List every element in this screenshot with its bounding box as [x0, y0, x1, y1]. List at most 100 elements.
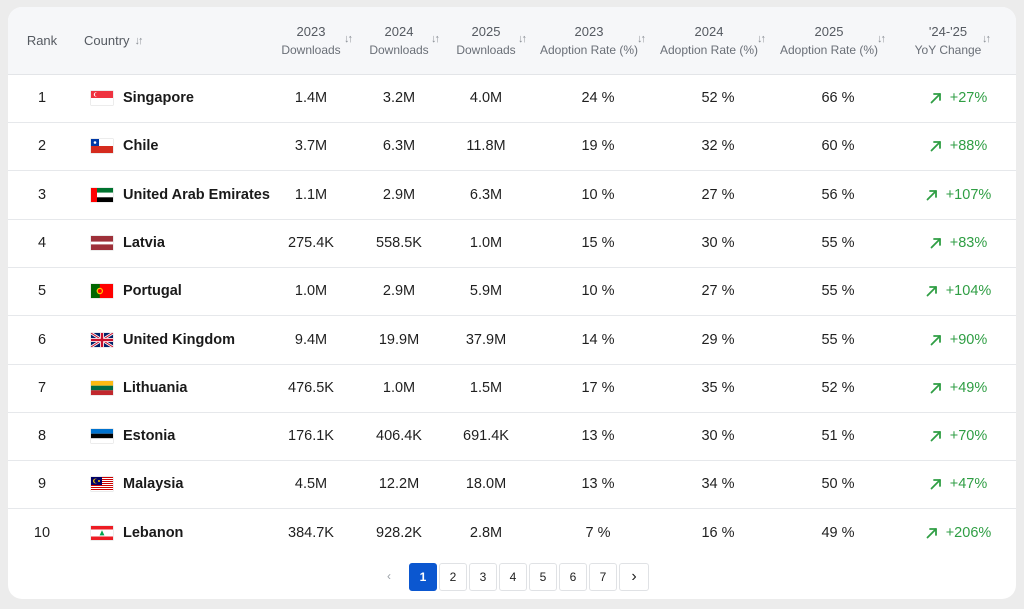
adoption-2025-cell: 66 %: [821, 90, 855, 106]
col-adoption-2023-sub: Adoption Rate (%): [539, 42, 639, 57]
sort-icon[interactable]: ↓↑: [134, 34, 144, 47]
page-button-3[interactable]: 3: [469, 563, 497, 591]
adoption-2024-cell: 34 %: [701, 476, 735, 493]
adoption-2025-cell: 55 %: [821, 283, 855, 300]
country-cell: Lebanon: [91, 509, 281, 557]
yoy-change: +27%: [929, 90, 988, 106]
page-button-1[interactable]: 1: [409, 563, 437, 591]
adoption-2025-cell: 51 %: [821, 428, 855, 445]
yoy-change: +107%: [925, 187, 991, 203]
sort-icon[interactable]: ↓↑: [982, 33, 991, 45]
col-adoption-2025[interactable]: 2025 Adoption Rate (%): [778, 7, 880, 74]
adoption-2023-cell: 13 %: [581, 476, 615, 493]
downloads-2025-cell: 691.4K: [463, 428, 509, 445]
lt-flag-icon: [91, 380, 113, 395]
country-table-card: Rank Country ↓↑ 2023 Downloads ↓↑ 2024 D…: [8, 7, 1016, 599]
rank-cell: 7: [37, 379, 47, 396]
yoy-change-cell: +107%: [908, 171, 1008, 219]
downloads-2024-cell: 2.9M: [382, 186, 416, 203]
adoption-2023-cell: 24 %: [581, 90, 615, 106]
country-name: Singapore: [123, 90, 194, 106]
adoption-2023-cell: 13 %: [581, 428, 615, 445]
page-button-6[interactable]: 6: [559, 563, 587, 591]
adoption-2025-cell: 50 %: [821, 476, 855, 493]
yoy-value: +104%: [945, 283, 992, 300]
page-button-7[interactable]: 7: [589, 563, 617, 591]
page-button-5[interactable]: 5: [529, 563, 557, 591]
downloads-2023-cell: 1.4M: [294, 90, 328, 106]
adoption-2023-cell: 10 %: [581, 283, 615, 300]
page-button-2[interactable]: 2: [439, 563, 467, 591]
yoy-change: +70%: [929, 428, 988, 445]
country-cell: United Arab Emirates: [91, 171, 281, 219]
yoy-change-cell: +104%: [908, 267, 1008, 315]
col-downloads-2023[interactable]: 2023 Downloads: [276, 7, 346, 74]
col-downloads-2024[interactable]: 2024 Downloads: [364, 7, 434, 74]
adoption-2024-cell: 27 %: [701, 283, 735, 300]
downloads-2024-cell: 19.9M: [378, 331, 420, 348]
table-row[interactable]: 9 4.5M 12.2M 18.0M 13 % 34 % 50 % Malaysia +47%: [8, 460, 1016, 510]
rank-cell: 10: [33, 524, 51, 541]
my-flag-icon: [91, 477, 113, 492]
col-yoy-change[interactable]: '24-'25 YoY Change: [908, 7, 988, 74]
table-row[interactable]: 4 275.4K 558.5K 1.0M 15 % 30 % 55 % Latvia +83%: [8, 219, 1016, 268]
downloads-2023-cell: 9.4M: [294, 331, 328, 348]
col-adoption-2024[interactable]: 2024 Adoption Rate (%): [658, 7, 760, 74]
country-cell: Latvia: [91, 219, 281, 267]
adoption-2024-cell: 35 %: [701, 379, 735, 396]
col-yoy-top: '24-'25: [928, 23, 968, 39]
yoy-value: +27%: [949, 90, 988, 106]
prev-page-button[interactable]: ‹: [376, 563, 402, 589]
table-row[interactable]: 3 1.1M 2.9M 6.3M 10 % 27 % 56 % United Arab Emi…: [8, 171, 1016, 220]
yoy-change: +104%: [925, 283, 992, 300]
rank-cell: 9: [37, 476, 47, 493]
col-downloads-2024-year: 2024: [384, 23, 414, 39]
col-adoption-2024-year: 2024: [694, 23, 724, 39]
sort-icon[interactable]: ↓↑: [431, 33, 440, 45]
trend-up-arrow-icon: [929, 429, 943, 443]
table-row[interactable]: 2 3.7M 6.3M 11.8M 19 % 32 % 60 % Chile +88%: [8, 122, 1016, 172]
col-rank: Rank: [16, 7, 68, 74]
adoption-2024-cell: 52 %: [701, 90, 735, 106]
country-cell: Portugal: [91, 267, 281, 315]
adoption-2023-cell: 7 %: [585, 524, 611, 541]
yoy-value: +49%: [949, 379, 988, 396]
country-name: Latvia: [123, 234, 165, 251]
yoy-value: +70%: [949, 428, 988, 445]
trend-up-arrow-icon: [929, 477, 943, 491]
rank-cell: 8: [37, 428, 47, 445]
adoption-2023-cell: 14 %: [581, 331, 615, 348]
country-name: Chile: [123, 138, 159, 155]
yoy-change: +49%: [929, 379, 988, 396]
downloads-2023-cell: 176.1K: [288, 428, 334, 445]
rank-cell: 2: [37, 138, 47, 155]
col-adoption-2023[interactable]: 2023 Adoption Rate (%): [538, 7, 640, 74]
sg-flag-icon: [91, 91, 113, 105]
table-row[interactable]: 1 1.4M 3.2M 4.0M 24 % 52 % 66 % Singapore +27%: [8, 74, 1016, 123]
page-button-4[interactable]: 4: [499, 563, 527, 591]
rank-cell: 5: [37, 283, 47, 300]
sort-icon[interactable]: ↓↑: [344, 33, 353, 45]
table-row[interactable]: 5 1.0M 2.9M 5.9M 10 % 27 % 55 % Portugal +104%: [8, 267, 1016, 317]
col-country[interactable]: Country ↓↑: [84, 7, 164, 74]
rank-cell: 3: [37, 186, 47, 203]
downloads-2025-cell: 1.0M: [469, 234, 503, 251]
adoption-2025-cell: 55 %: [821, 234, 855, 251]
table-row[interactable]: 8 176.1K 406.4K 691.4K 13 % 30 % 51 % Estonia +7…: [8, 412, 1016, 462]
yoy-change-cell: +47%: [908, 460, 1008, 508]
table-row[interactable]: 7 476.5K 1.0M 1.5M 17 % 35 % 52 % Lithuania +49%: [8, 364, 1016, 413]
sort-icon[interactable]: ↓↑: [877, 33, 886, 45]
trend-up-arrow-icon: [929, 236, 943, 250]
next-page-button[interactable]: ›: [619, 563, 649, 591]
country-cell: Chile: [91, 122, 281, 170]
yoy-change-cell: +206%: [908, 509, 1008, 557]
table-row[interactable]: 10 384.7K 928.2K 2.8M 7 % 16 % 49 % Lebanon +206…: [8, 509, 1016, 557]
yoy-change: +90%: [929, 332, 987, 348]
col-downloads-2025[interactable]: 2025 Downloads: [451, 7, 521, 74]
sort-icon[interactable]: ↓↑: [757, 33, 766, 45]
table-row[interactable]: 6 9.4M 19.9M 37.9M 14 % 29 % 55 % United Kingdo…: [8, 316, 1016, 365]
yoy-value: +47%: [949, 476, 988, 493]
country-cell: Lithuania: [91, 364, 281, 412]
sort-icon[interactable]: ↓↑: [518, 33, 527, 45]
sort-icon[interactable]: ↓↑: [637, 33, 646, 45]
